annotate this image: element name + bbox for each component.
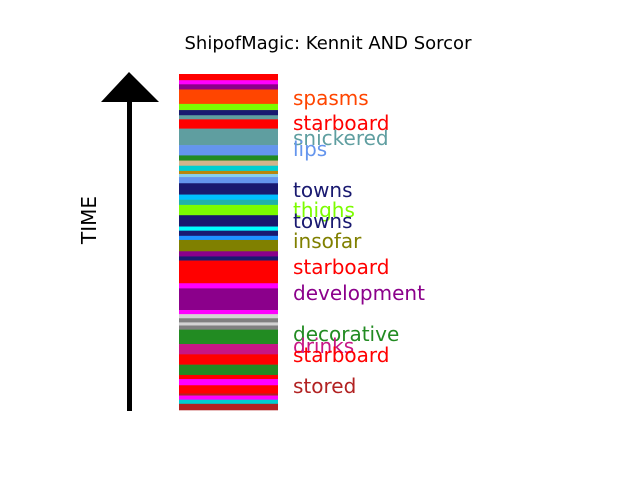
timeline-stripe <box>179 115 278 120</box>
word-label: development <box>293 281 425 305</box>
word-label: starboard <box>293 255 390 279</box>
timeline-stripe <box>179 80 278 85</box>
chart-title: ShipofMagic: Kennit AND Sorcor <box>185 33 473 54</box>
word-label: starboard <box>293 111 390 135</box>
word-label: thighs <box>293 198 355 222</box>
timeline-stripe <box>179 318 278 323</box>
timeline-stripe <box>179 183 278 195</box>
timeline-stripe <box>179 310 278 315</box>
timeline-stripe <box>179 314 278 319</box>
timeline-stripe <box>179 283 278 289</box>
timeline-stripe <box>179 403 278 411</box>
timeline-stripe <box>179 344 278 355</box>
timeline-stripe <box>179 393 278 396</box>
timeline-stripe <box>179 354 278 365</box>
timeline-stripe <box>179 215 278 227</box>
timeline-stripe <box>179 155 278 161</box>
timeline-stripe <box>179 226 278 231</box>
timeline-stripe <box>179 194 278 201</box>
timeline-stripe <box>179 103 278 111</box>
timeline-stripe <box>179 89 278 105</box>
timeline-stripe <box>179 399 278 405</box>
timeline-stripe <box>179 379 278 386</box>
timeline-stripe <box>179 84 278 90</box>
timeline-stripe <box>179 374 278 380</box>
timeline-stripe <box>179 322 278 326</box>
timeline-stripe <box>179 110 278 116</box>
word-labels: spasmsstarboardsnickeredlipstownsthighst… <box>293 86 425 398</box>
timeline-stripe <box>179 288 278 311</box>
word-label: insofar <box>293 229 362 253</box>
word-label: towns <box>293 209 353 233</box>
timeline-stripe <box>179 165 278 172</box>
timeline-stripe <box>179 239 278 252</box>
timeline-stripe <box>179 235 278 241</box>
time-arrow-shaft <box>127 100 132 411</box>
timeline-stripe <box>179 385 278 394</box>
time-arrow-head <box>101 72 159 102</box>
timeline-stripe <box>179 128 278 146</box>
timeline-stripe <box>179 199 278 206</box>
word-label: spasms <box>293 86 369 110</box>
word-label: towns <box>293 178 353 202</box>
timeline-stripe <box>179 204 278 216</box>
timeline-stripe <box>179 145 278 156</box>
timeline-stripe <box>179 177 278 184</box>
timeline-stripe <box>179 119 278 129</box>
word-label: lips <box>293 137 327 161</box>
timeline-bar <box>179 74 278 411</box>
word-label: drinks <box>293 334 354 358</box>
timeline-stripe <box>179 173 278 178</box>
timeline-stripe <box>179 160 278 167</box>
timeline-stripe <box>179 260 278 284</box>
word-label: starboard <box>293 343 390 367</box>
timeline-stripe <box>179 251 278 257</box>
y-axis-label: TIME <box>77 196 101 245</box>
word-label: stored <box>293 374 356 398</box>
word-label: decorative <box>293 322 399 346</box>
timeline-stripe <box>179 364 278 376</box>
timeline-stripe <box>179 329 278 345</box>
timeline-stripe <box>179 325 278 330</box>
word-label: snickered <box>293 126 389 150</box>
timeline-stripe <box>179 74 278 81</box>
timeline-stripe <box>179 170 278 175</box>
timeline-stripe <box>179 230 278 237</box>
timeline-stripe <box>179 395 278 400</box>
timeline-stripe <box>179 256 278 261</box>
